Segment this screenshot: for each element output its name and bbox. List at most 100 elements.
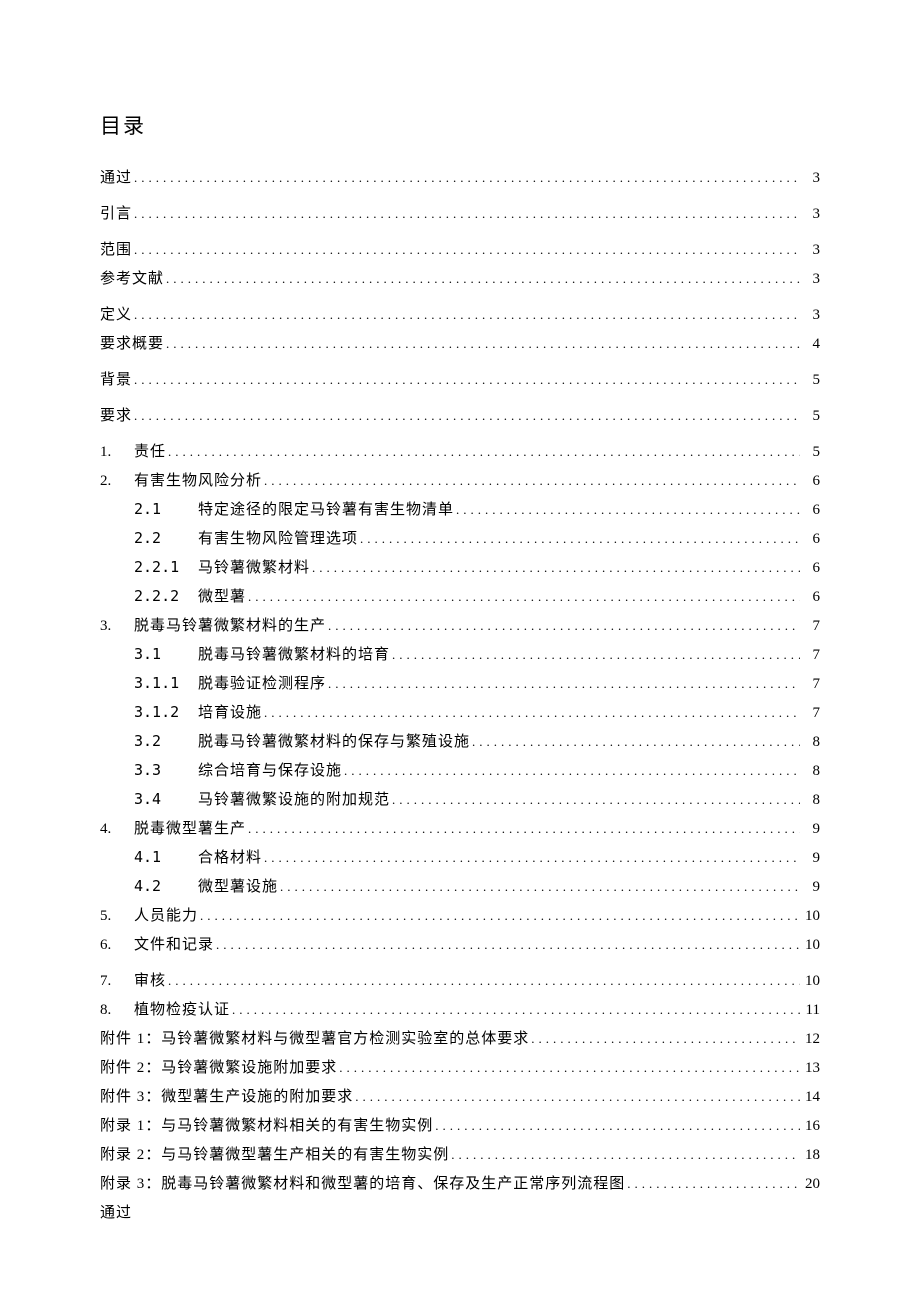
toc-entry-page: 5 — [800, 372, 820, 389]
toc-container: 通过3引言3范围3参考文献3定义3要求概要4背景5要求51.责任52.有害生物风… — [100, 166, 820, 1193]
toc-entry-label: 附录 2：与马铃薯微型薯生产相关的有害生物实例 — [100, 1143, 449, 1164]
toc-entry-label: 参考文献 — [100, 267, 164, 288]
toc-entry-page: 3 — [800, 307, 820, 324]
toc-entry: 附件 2：马铃薯微繁设施附加要求13 — [100, 1056, 820, 1077]
toc-entry: 附件 1：马铃薯微繁材料与微型薯官方检测实验室的总体要求12 — [100, 1027, 820, 1048]
toc-entry-label: 植物检疫认证 — [134, 998, 230, 1019]
toc-entry-label: 要求 — [100, 404, 132, 425]
toc-entry-label: 附录 3：脱毒马铃薯微繁材料和微型薯的培育、保存及生产正常序列流程图 — [100, 1172, 625, 1193]
toc-entry-number: 7. — [100, 973, 134, 990]
toc-entry-page: 10 — [800, 908, 820, 925]
toc-entry-page: 16 — [800, 1118, 820, 1135]
toc-entry-page: 20 — [800, 1176, 820, 1193]
toc-entry-number: 4. — [100, 821, 134, 838]
toc-entry-page: 6 — [800, 560, 820, 577]
toc-leader-dots — [278, 879, 800, 895]
toc-leader-dots — [390, 792, 800, 808]
toc-entry: 2.有害生物风险分析 6 — [100, 469, 820, 490]
toc-entry-label: 马铃薯微繁材料 — [198, 556, 310, 577]
toc-entry-label: 脱毒微型薯生产 — [134, 817, 246, 838]
toc-leader-dots — [132, 408, 800, 424]
toc-leader-dots — [262, 850, 800, 866]
toc-leader-dots — [166, 444, 800, 460]
toc-entry: 2.1特定途径的限定马铃薯有害生物清单 6 — [100, 498, 820, 519]
toc-entry-label: 有害生物风险分析 — [134, 469, 262, 490]
toc-entry-label: 人员能力 — [134, 904, 198, 925]
toc-entry-page: 10 — [800, 937, 820, 954]
toc-leader-dots — [132, 372, 800, 388]
toc-entry-label: 综合培育与保存设施 — [198, 759, 342, 780]
toc-entry-page: 5 — [800, 408, 820, 425]
toc-entry-page: 14 — [800, 1089, 820, 1106]
toc-entry-label: 特定途径的限定马铃薯有害生物清单 — [198, 498, 454, 519]
toc-leader-dots — [246, 589, 800, 605]
toc-entry-label: 有害生物风险管理选项 — [198, 527, 358, 548]
toc-leader-dots — [326, 618, 800, 634]
toc-leader-dots — [337, 1060, 800, 1076]
toc-entry-number: 2. — [100, 473, 134, 490]
toc-entry: 定义 3 — [100, 303, 820, 324]
toc-leader-dots — [449, 1147, 800, 1163]
toc-entry-label: 附件 2：马铃薯微繁设施附加要求 — [100, 1056, 337, 1077]
toc-entry-label: 合格材料 — [198, 846, 262, 867]
toc-entry-label: 定义 — [100, 303, 132, 324]
toc-entry-page: 8 — [800, 792, 820, 809]
toc-leader-dots — [326, 676, 800, 692]
toc-entry-page: 8 — [800, 763, 820, 780]
toc-leader-dots — [166, 973, 800, 989]
toc-entry: 8.植物检疫认证11 — [100, 998, 820, 1019]
toc-entry-page: 3 — [800, 206, 820, 223]
toc-entry: 范围 3 — [100, 238, 820, 259]
toc-entry: 3.脱毒马铃薯微繁材料的生产7 — [100, 614, 820, 635]
toc-leader-dots — [353, 1089, 800, 1105]
toc-leader-dots — [132, 307, 800, 323]
toc-entry-number: 3.1.2 — [134, 703, 198, 721]
toc-entry-page: 18 — [800, 1147, 820, 1164]
toc-entry-number: 4.2 — [134, 877, 198, 895]
toc-entry-number: 2.2.1 — [134, 558, 198, 576]
toc-entry: 附录 3：脱毒马铃薯微繁材料和微型薯的培育、保存及生产正常序列流程图 20 — [100, 1172, 820, 1193]
toc-leader-dots — [342, 763, 800, 779]
toc-entry-number: 8. — [100, 1002, 134, 1019]
toc-entry: 附录 1：与马铃薯微繁材料相关的有害生物实例 16 — [100, 1114, 820, 1135]
toc-entry-label: 责任 — [134, 440, 166, 461]
toc-entry-page: 8 — [800, 734, 820, 751]
toc-entry-number: 2.1 — [134, 500, 198, 518]
toc-entry-label: 马铃薯微繁设施的附加规范 — [198, 788, 390, 809]
toc-entry-page: 7 — [800, 647, 820, 664]
toc-entry-page: 9 — [800, 821, 820, 838]
toc-entry-label: 范围 — [100, 238, 132, 259]
toc-entry-page: 9 — [800, 879, 820, 896]
toc-entry: 5.人员能力10 — [100, 904, 820, 925]
toc-entry-number: 3.1 — [134, 645, 198, 663]
toc-entry-page: 7 — [800, 618, 820, 635]
toc-entry-label: 附件 1：马铃薯微繁材料与微型薯官方检测实验室的总体要求 — [100, 1027, 529, 1048]
toc-entry-page: 7 — [800, 705, 820, 722]
toc-entry: 附件 3：微型薯生产设施的附加要求14 — [100, 1085, 820, 1106]
toc-entry-label: 脱毒马铃薯微繁材料的保存与繁殖设施 — [198, 730, 470, 751]
toc-entry: 2.2.1马铃薯微繁材料 6 — [100, 556, 820, 577]
toc-entry-label: 附录 1：与马铃薯微繁材料相关的有害生物实例 — [100, 1114, 433, 1135]
toc-entry: 3.3综合培育与保存设施8 — [100, 759, 820, 780]
toc-entry-page: 3 — [800, 170, 820, 187]
toc-leader-dots — [230, 1002, 800, 1018]
toc-entry-page: 6 — [800, 502, 820, 519]
toc-entry-label: 引言 — [100, 202, 132, 223]
toc-entry-number: 1. — [100, 444, 134, 461]
toc-entry: 附录 2：与马铃薯微型薯生产相关的有害生物实例 18 — [100, 1143, 820, 1164]
toc-entry: 2.2.2微型薯6 — [100, 585, 820, 606]
toc-entry-label: 培育设施 — [198, 701, 262, 722]
toc-leader-dots — [214, 937, 800, 953]
toc-entry-page: 3 — [800, 242, 820, 259]
toc-leader-dots — [625, 1176, 800, 1192]
toc-leader-dots — [529, 1031, 800, 1047]
toc-leader-dots — [246, 821, 800, 837]
toc-leader-dots — [132, 206, 800, 222]
toc-entry-page: 6 — [800, 473, 820, 490]
toc-title: 目录 — [100, 110, 820, 140]
toc-entry-page: 9 — [800, 850, 820, 867]
toc-entry-page: 6 — [800, 589, 820, 606]
toc-entry: 参考文献3 — [100, 267, 820, 288]
toc-entry-label: 审核 — [134, 969, 166, 990]
toc-entry-label: 微型薯 — [198, 585, 246, 606]
